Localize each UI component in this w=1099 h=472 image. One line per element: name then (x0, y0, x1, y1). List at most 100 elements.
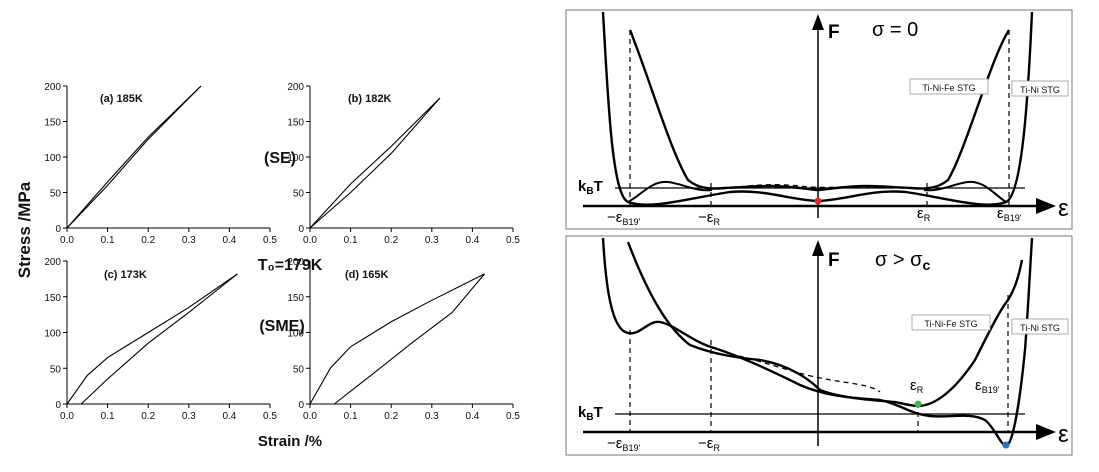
stg-ni-box (1011, 80, 1069, 97)
energy-panel-bottom: F σ > σc Ti-Ni-Fe STG Ti-Ni STG kBT ε −ε… (565, 235, 1073, 456)
stress-strain-panel: 0.0 0.1 0.2 0.3 0.4 0.5 0 50 100 150 200 (b) 182K (287, 82, 520, 246)
stress-strain-panel: 0.0 0.1 0.2 0.3 0.4 0.5 0 50 100 150 200 (a) 185K (44, 82, 277, 246)
label-pos-b19: εB19' (975, 377, 1000, 395)
x-tick-label: 0.3 (182, 411, 196, 422)
stg-ni-label: Ti-Ni STG (1020, 323, 1060, 333)
stg-ni-box (1011, 318, 1069, 335)
x-tick-label: 0.4 (465, 411, 479, 422)
x-tick-label: 0.5 (506, 235, 520, 246)
x-tick-label: 0.5 (263, 235, 277, 246)
x-tick-label: 0.0 (303, 235, 317, 246)
x-tick-label: 0.1 (344, 411, 358, 422)
y-tick-label: 200 (287, 82, 304, 93)
kbt-label: kBT (578, 178, 603, 197)
condition-label-bottom: σ > σc (875, 249, 930, 273)
stress-strain-curve (66, 85, 202, 229)
stg-fe-label: Ti-Ni-Fe STG (924, 319, 977, 329)
dashed-energy-curve (729, 184, 881, 189)
y-tick-label: 0 (55, 224, 61, 235)
stg-fe-box (911, 314, 991, 331)
condition-label-top: σ = 0 (872, 19, 918, 41)
x-tick-label: 0.0 (303, 411, 317, 422)
stress-strain-figure: Stress /MPa Strain /% (SE) (SME) T₀=179K… (15, 82, 520, 450)
y-tick-label: 150 (287, 118, 304, 129)
epsilon-label: ε (1058, 195, 1069, 222)
y-tick-label: 50 (293, 189, 305, 200)
x-tick-label: 0.0 (60, 411, 74, 422)
x-tick-label: 0.1 (101, 235, 115, 246)
panel-title: (c) 173K (104, 269, 147, 281)
x-tick-label: 0.1 (101, 411, 115, 422)
label-pos-b19: εB19' (997, 205, 1022, 223)
x-tick-label: 0.2 (141, 411, 155, 422)
stress-strain-curve (334, 273, 486, 405)
stress-strain-curve (309, 97, 441, 229)
x-tick-label: 0.3 (425, 235, 439, 246)
y-tick-label: 0 (298, 400, 304, 411)
panel-title: (a) 185K (100, 93, 143, 105)
kbt-label: kBT (578, 404, 603, 423)
ti-ni-fe-stg-curve (626, 241, 1024, 408)
stg-fe-box (909, 78, 989, 95)
label-pos-r: εR (910, 377, 924, 395)
x-tick-label: 0.0 (60, 235, 74, 246)
f-axis-label: F (828, 250, 840, 271)
x-tick-label: 0.2 (384, 235, 398, 246)
energy-panel-top: F σ = 0 Ti-Ni-Fe STG Ti-Ni STG kBT ε −εB… (565, 9, 1073, 230)
label-neg-b19: −εB19' (607, 435, 640, 453)
y-tick-label: 100 (287, 329, 304, 340)
y-tick-label: 200 (44, 257, 61, 268)
x-axis-title: Strain /% (258, 433, 322, 450)
red-marker (814, 197, 822, 205)
label-pos-r: εR (917, 205, 931, 223)
y-tick-label: 50 (293, 364, 305, 375)
y-tick-label: 150 (44, 293, 61, 304)
stg-ni-label: Ti-Ni STG (1020, 85, 1060, 95)
se-label: (SE) (264, 150, 296, 167)
label-neg-b19: −εB19' (607, 209, 640, 227)
x-tick-label: 0.5 (263, 411, 277, 422)
stress-strain-curve (66, 273, 238, 405)
y-tick-label: 100 (44, 153, 61, 164)
stress-strain-curve (80, 273, 238, 405)
stress-strain-panel: 0.0 0.1 0.2 0.3 0.4 0.5 0 50 100 150 200 (c) 173K (44, 257, 277, 422)
label-neg-r: −εR (698, 209, 720, 227)
x-tick-label: 0.2 (384, 411, 398, 422)
stress-strain-curve (309, 273, 485, 405)
stress-strain-curve (309, 97, 441, 229)
x-tick-label: 0.1 (344, 235, 358, 246)
epsilon-axis-arrow (1036, 198, 1056, 214)
y-tick-label: 100 (287, 153, 304, 164)
y-tick-label: 150 (287, 293, 304, 304)
stg-fe-label: Ti-Ni-Fe STG (922, 83, 975, 93)
f-axis-arrow (812, 240, 824, 256)
f-axis-label: F (828, 22, 840, 43)
y-tick-label: 0 (298, 224, 304, 235)
sme-label: (SME) (259, 318, 304, 335)
x-tick-label: 0.2 (141, 235, 155, 246)
x-tick-label: 0.3 (182, 235, 196, 246)
label-neg-r: −εR (698, 435, 720, 453)
stg-wiggle-left (627, 180, 713, 203)
ti-ni-fe-stg-curve (628, 29, 1011, 192)
epsilon-label: ε (1058, 421, 1069, 448)
x-tick-label: 0.4 (222, 235, 236, 246)
y-tick-label: 50 (50, 364, 62, 375)
stress-strain-panel: 0.0 0.1 0.2 0.3 0.4 0.5 0 50 100 150 200 (d) 165K (287, 257, 520, 422)
stress-strain-curve (66, 85, 202, 229)
y-axis-title: Stress /MPa (15, 181, 34, 278)
epsilon-axis-arrow (1036, 424, 1056, 440)
x-tick-label: 0.4 (222, 411, 236, 422)
y-tick-label: 200 (44, 82, 61, 93)
dashed-energy-curve (729, 353, 881, 393)
x-tick-label: 0.4 (465, 235, 479, 246)
stg-wiggle-right (923, 180, 1007, 203)
y-tick-label: 0 (55, 400, 61, 411)
y-tick-label: 150 (44, 118, 61, 129)
x-tick-label: 0.5 (506, 411, 520, 422)
blue-marker (1002, 441, 1010, 449)
y-tick-label: 100 (44, 329, 61, 340)
y-tick-label: 50 (50, 189, 62, 200)
